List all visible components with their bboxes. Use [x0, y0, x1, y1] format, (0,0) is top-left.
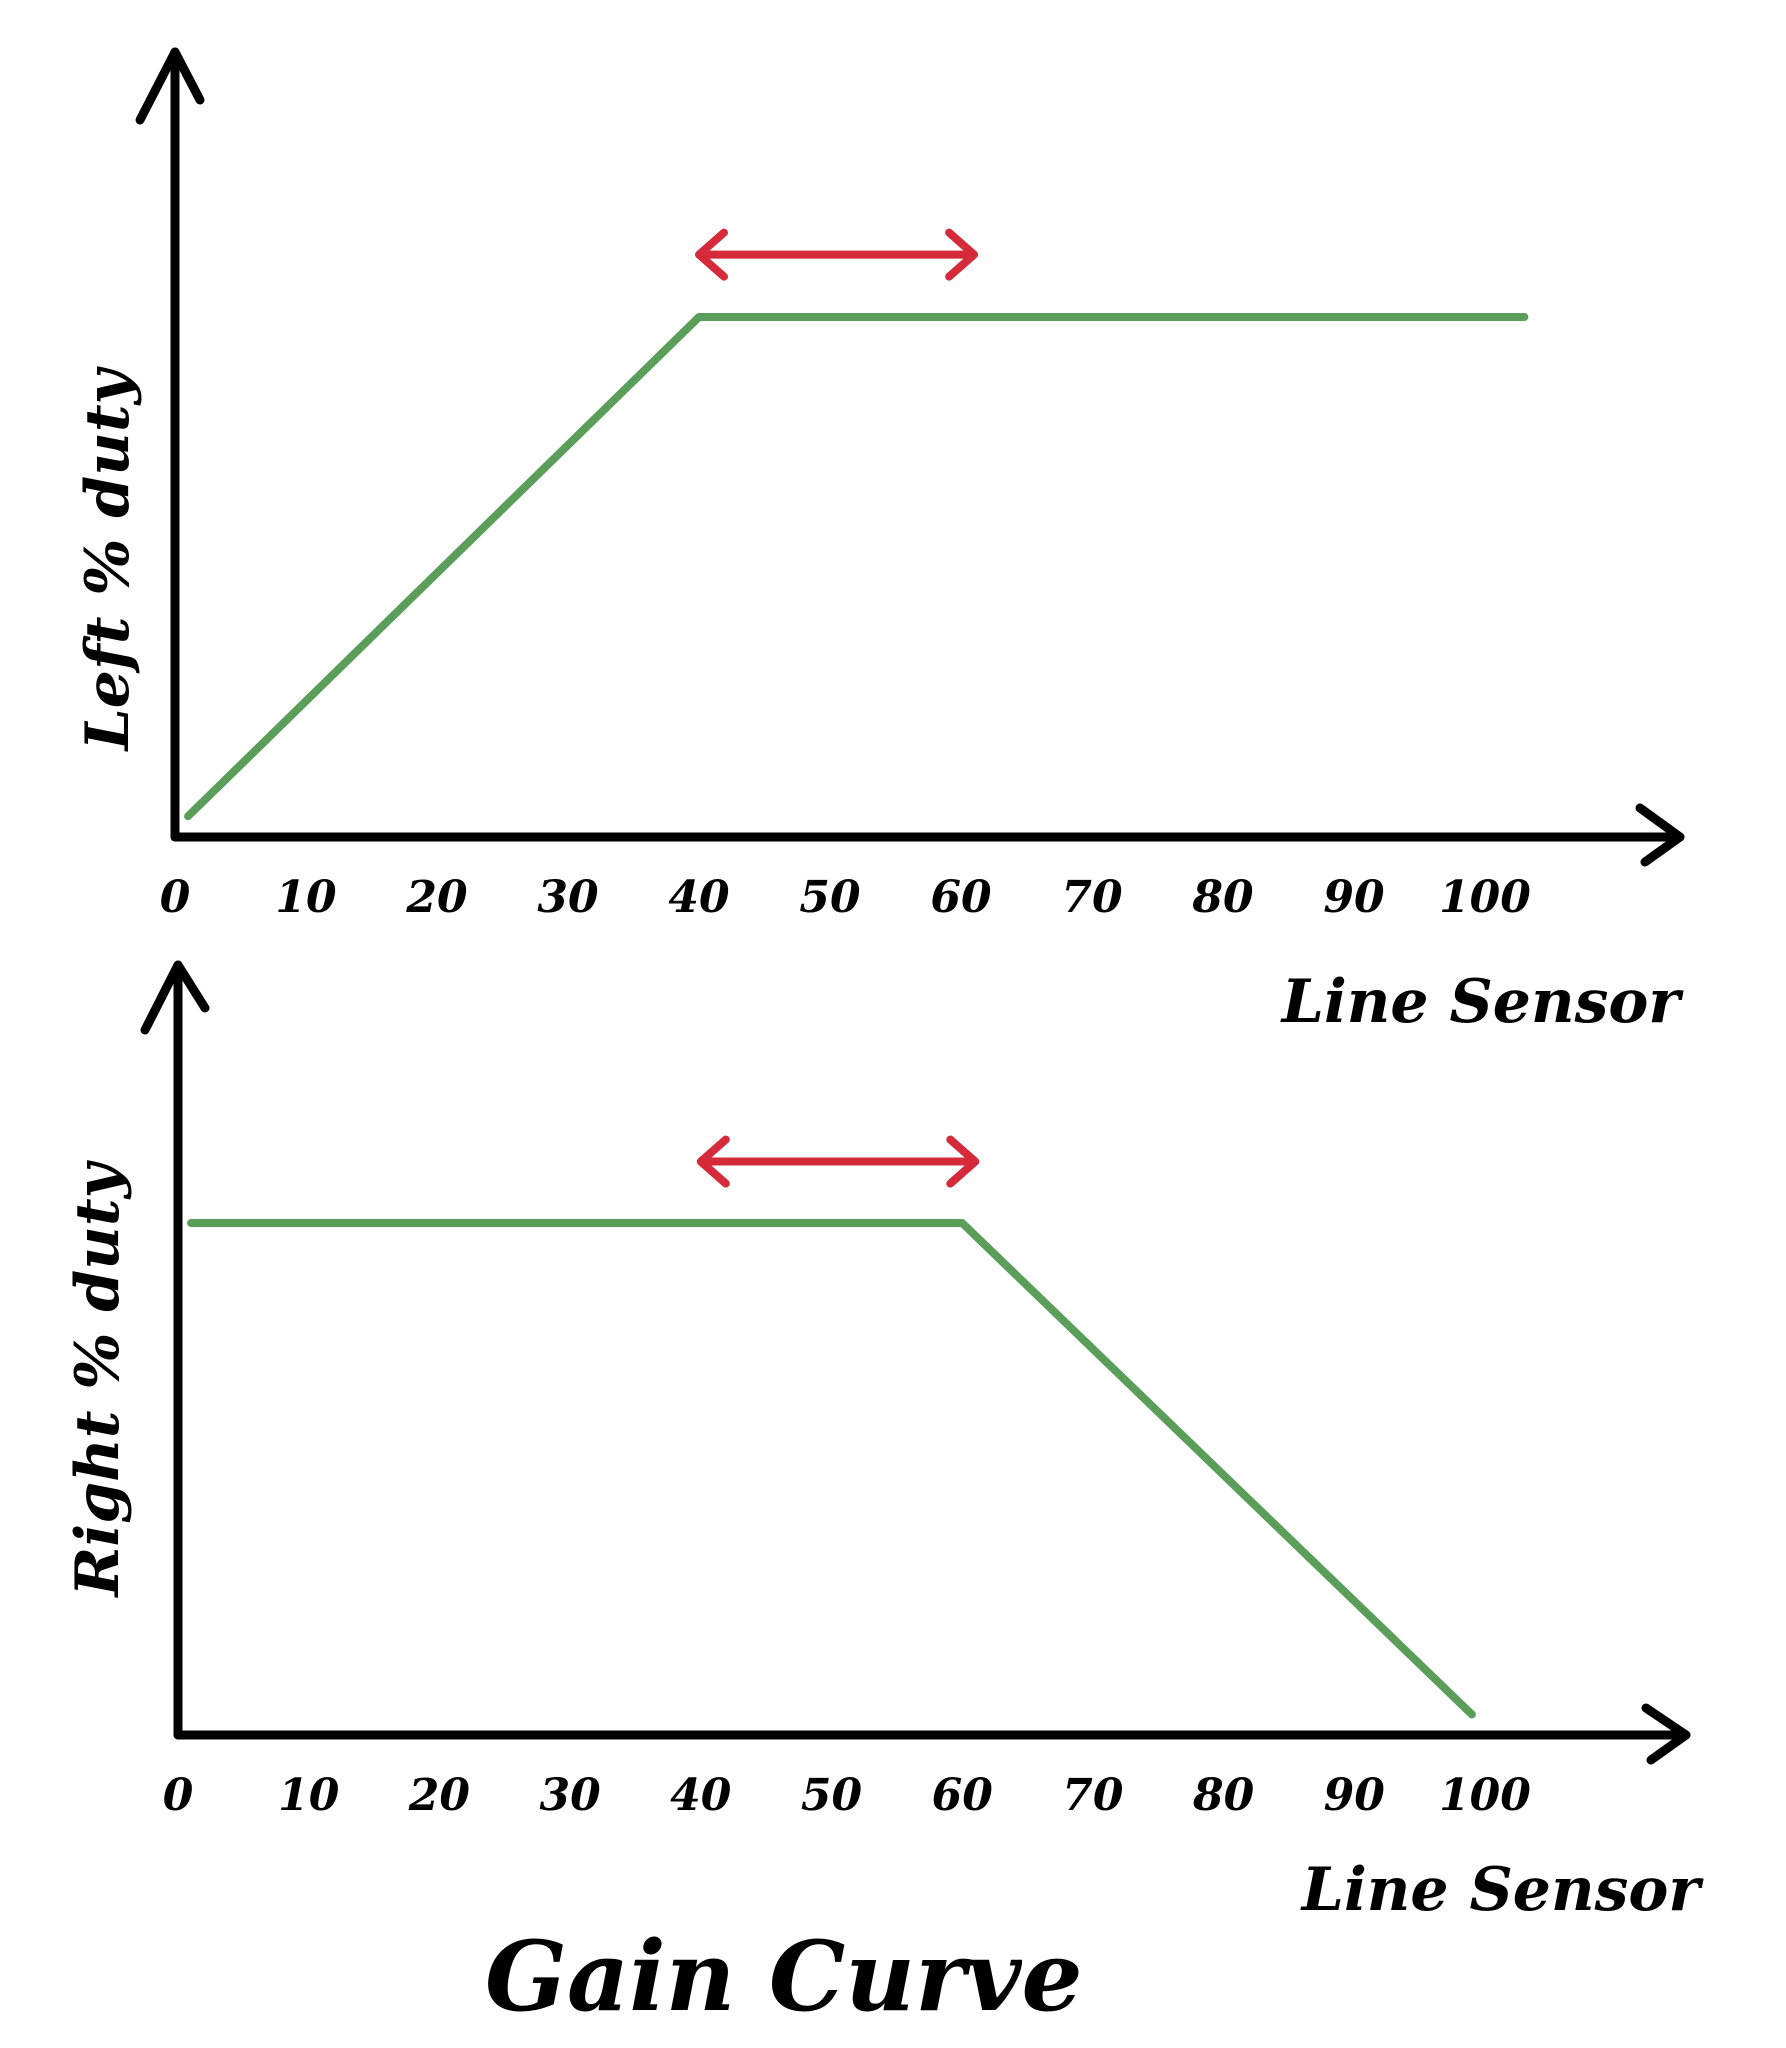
x-tick-label: 70: [1062, 1770, 1124, 1821]
y-axis-arrowhead: [135, 47, 205, 125]
left-duty-chart: 0 10 20 30 40 50 60 70 80 90 100 Left % duty Line …: [73, 47, 1685, 1037]
x-axis-label: Line Sensor: [1300, 1855, 1705, 1925]
x-tick-label: 70: [1061, 872, 1123, 923]
range-double-arrow: [695, 228, 979, 281]
x-tick-labels: 0 10 20 30 40 50 60 70 80 90 100: [163, 1770, 1532, 1821]
x-tick-label: 50: [799, 872, 861, 923]
x-axis-arrowhead: [1635, 803, 1685, 867]
annotation-group: [695, 228, 979, 281]
x-tick-label: 90: [1323, 872, 1385, 923]
series-group: [184, 313, 1529, 821]
x-tick-label: 100: [1439, 872, 1531, 923]
series-line: [184, 313, 1529, 821]
x-tick-label: 80: [1192, 1770, 1255, 1821]
x-tick-label: 50: [801, 1770, 863, 1821]
x-tick-label: 90: [1324, 1770, 1386, 1821]
y-axis-arrowhead: [140, 960, 210, 1035]
x-tick-label: 80: [1191, 872, 1254, 923]
x-tick-label: 60: [930, 872, 992, 923]
x-tick-label: 10: [275, 872, 337, 923]
x-tick-label: 60: [932, 1770, 994, 1821]
x-tick-label: 30: [539, 1770, 601, 1821]
annotation-group: [696, 1135, 980, 1188]
y-axis-label: Left % duty: [73, 365, 143, 752]
x-tick-labels: 0 10 20 30 40 50 60 70 80 90 100: [160, 872, 1532, 923]
x-tick-label: 40: [670, 1770, 732, 1821]
x-axis-label: Line Sensor: [1280, 967, 1685, 1037]
x-tick-label: 0: [163, 1770, 194, 1821]
arrow-path: [695, 228, 979, 281]
figure-caption: Gain Curve: [485, 1920, 1083, 2033]
y-axis-label: Right % duty: [63, 1159, 133, 1598]
x-tick-label: 0: [160, 872, 191, 923]
x-tick-label: 20: [405, 872, 468, 923]
arrow-path: [696, 1135, 980, 1188]
series-group: [187, 1219, 1476, 1719]
x-tick-label: 30: [537, 872, 599, 923]
x-tick-label: 40: [668, 872, 730, 923]
x-axis-arrowhead: [1641, 1703, 1691, 1765]
x-tick-label: 10: [278, 1770, 340, 1821]
x-tick-label: 20: [408, 1770, 471, 1821]
right-duty-chart: 0 10 20 30 40 50 60 70 80 90 100 Right % duty Line…: [63, 960, 1705, 1925]
series-line: [187, 1219, 1476, 1719]
x-tick-label: 100: [1439, 1770, 1531, 1821]
range-double-arrow: [696, 1135, 980, 1188]
